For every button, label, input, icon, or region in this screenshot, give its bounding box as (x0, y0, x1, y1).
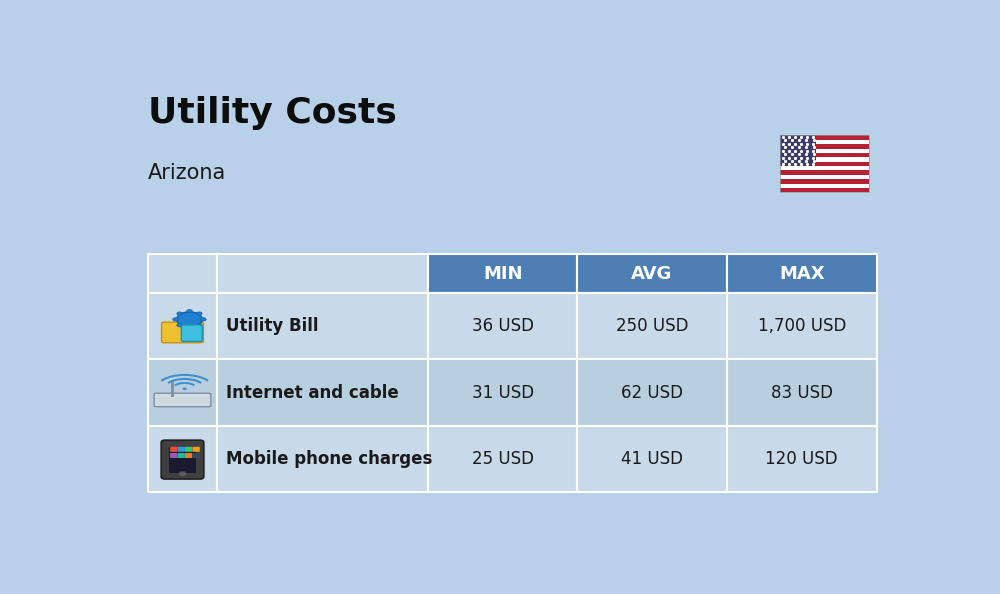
FancyBboxPatch shape (727, 254, 877, 293)
FancyBboxPatch shape (192, 453, 200, 458)
FancyBboxPatch shape (185, 453, 192, 458)
Text: MAX: MAX (779, 265, 825, 283)
FancyBboxPatch shape (428, 254, 577, 293)
FancyBboxPatch shape (780, 153, 869, 157)
Text: 1,700 USD: 1,700 USD (758, 317, 846, 335)
FancyBboxPatch shape (780, 188, 869, 192)
Text: Utility Bill: Utility Bill (226, 317, 319, 335)
Text: 83 USD: 83 USD (771, 384, 833, 402)
FancyBboxPatch shape (780, 135, 816, 166)
Text: AVG: AVG (631, 265, 673, 283)
Circle shape (182, 387, 187, 390)
FancyBboxPatch shape (161, 440, 204, 479)
Circle shape (197, 324, 202, 327)
Circle shape (173, 318, 178, 321)
Text: 250 USD: 250 USD (616, 317, 688, 335)
Circle shape (178, 472, 187, 476)
FancyBboxPatch shape (780, 140, 869, 144)
FancyBboxPatch shape (170, 447, 177, 452)
Text: Utility Costs: Utility Costs (148, 96, 397, 131)
FancyBboxPatch shape (577, 359, 727, 426)
FancyBboxPatch shape (217, 426, 428, 492)
FancyBboxPatch shape (428, 293, 577, 359)
Circle shape (187, 326, 192, 329)
FancyBboxPatch shape (780, 148, 869, 153)
Text: MIN: MIN (483, 265, 522, 283)
Text: Internet and cable: Internet and cable (226, 384, 399, 402)
Circle shape (177, 312, 182, 315)
FancyBboxPatch shape (727, 426, 877, 492)
FancyBboxPatch shape (148, 293, 217, 359)
FancyBboxPatch shape (727, 359, 877, 426)
Circle shape (187, 309, 192, 313)
FancyBboxPatch shape (181, 325, 202, 342)
FancyBboxPatch shape (154, 393, 211, 407)
FancyBboxPatch shape (577, 293, 727, 359)
Text: 120 USD: 120 USD (765, 450, 838, 468)
FancyBboxPatch shape (780, 184, 869, 188)
FancyBboxPatch shape (178, 453, 185, 458)
FancyBboxPatch shape (217, 254, 428, 293)
FancyBboxPatch shape (780, 179, 869, 184)
Text: Mobile phone charges: Mobile phone charges (226, 450, 432, 468)
FancyBboxPatch shape (178, 447, 185, 452)
FancyBboxPatch shape (727, 293, 877, 359)
FancyBboxPatch shape (428, 359, 577, 426)
Text: 41 USD: 41 USD (621, 450, 683, 468)
FancyBboxPatch shape (192, 447, 200, 452)
Text: 25 USD: 25 USD (472, 450, 534, 468)
Circle shape (201, 318, 206, 321)
FancyBboxPatch shape (780, 166, 869, 170)
FancyBboxPatch shape (428, 426, 577, 492)
FancyBboxPatch shape (780, 135, 869, 140)
FancyBboxPatch shape (169, 447, 196, 473)
FancyBboxPatch shape (780, 175, 869, 179)
FancyBboxPatch shape (185, 447, 192, 452)
FancyBboxPatch shape (780, 162, 869, 166)
Text: 62 USD: 62 USD (621, 384, 683, 402)
FancyBboxPatch shape (170, 453, 177, 458)
Text: 36 USD: 36 USD (472, 317, 534, 335)
FancyBboxPatch shape (162, 322, 203, 343)
Text: 31 USD: 31 USD (472, 384, 534, 402)
FancyBboxPatch shape (577, 426, 727, 492)
FancyBboxPatch shape (577, 254, 727, 293)
FancyBboxPatch shape (148, 254, 217, 293)
FancyBboxPatch shape (780, 157, 869, 162)
FancyBboxPatch shape (148, 426, 217, 492)
FancyBboxPatch shape (148, 359, 217, 426)
Text: Arizona: Arizona (148, 163, 226, 183)
Circle shape (177, 324, 182, 327)
FancyBboxPatch shape (217, 359, 428, 426)
Circle shape (177, 312, 202, 327)
FancyBboxPatch shape (217, 293, 428, 359)
FancyBboxPatch shape (780, 144, 869, 148)
FancyBboxPatch shape (780, 170, 869, 175)
Circle shape (197, 312, 202, 315)
